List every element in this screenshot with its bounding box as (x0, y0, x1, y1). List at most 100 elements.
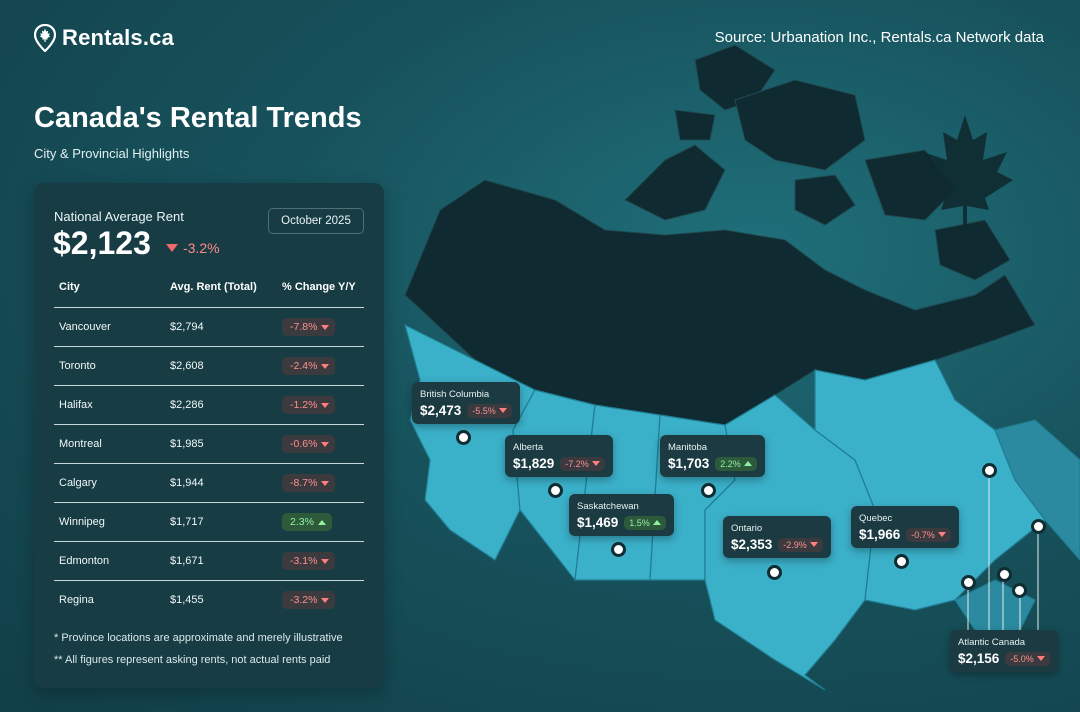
down-arrow-icon (591, 461, 600, 466)
callout-rent: $1,703 (668, 456, 710, 471)
city-name: Montreal (54, 424, 165, 464)
change-badge: 2.2% (715, 456, 757, 471)
pin-atl-nl[interactable] (982, 463, 997, 478)
callout-sk[interactable]: Saskatchewan $1,469 1.5% (569, 494, 674, 536)
callout-qc[interactable]: Quebec $1,966 -0.7% (851, 506, 959, 548)
pin-atl-ns[interactable] (1012, 583, 1027, 598)
callout-name: British Columbia (420, 389, 490, 400)
city-rent-table: City Avg. Rent (Total) % Change Y/Y Vanc… (54, 281, 364, 619)
change-badge: -3.2% (282, 591, 336, 609)
down-arrow-icon (937, 532, 946, 537)
city-rent: $1,944 (165, 463, 277, 503)
change-badge: -3.1% (282, 552, 336, 570)
callout-rent: $2,156 (958, 651, 1000, 666)
table-row: Montreal $1,985 -0.6% (54, 424, 364, 464)
change-badge: -2.4% (282, 357, 336, 375)
callout-atlantic[interactable]: Atlantic Canada $2,156 -5.0% (950, 630, 1058, 672)
pin-sk[interactable] (611, 542, 626, 557)
header-avg-rent: Avg. Rent (Total) (165, 281, 277, 308)
change-badge: 1.5% (624, 515, 666, 530)
up-arrow-icon (652, 520, 661, 525)
arctic-island (934, 219, 1011, 281)
atlantic-region (994, 419, 1080, 561)
change-badge: -2.9% (778, 537, 823, 552)
arctic-island (734, 79, 866, 171)
callout-name: Quebec (859, 513, 893, 524)
city-name: Vancouver (54, 307, 165, 347)
arctic-island (624, 144, 726, 221)
down-arrow-icon (321, 363, 330, 369)
brand-name: Rentals.ca (62, 25, 175, 50)
change-badge: -0.7% (906, 527, 951, 542)
down-arrow-icon (809, 542, 818, 547)
city-name: Edmonton (54, 541, 165, 581)
city-rent: $1,985 (165, 424, 277, 464)
down-arrow-icon (321, 597, 330, 603)
table-row: Winnipeg $1,717 2.3% (54, 502, 364, 542)
callout-rent: $1,469 (577, 515, 619, 530)
pin-qc[interactable] (894, 554, 909, 569)
header-change: % Change Y/Y (277, 281, 364, 308)
city-name: Winnipeg (54, 502, 165, 542)
callout-rent: $2,353 (731, 537, 773, 552)
callout-rent: $1,966 (859, 527, 901, 542)
table-row: Vancouver $2,794 -7.8% (54, 307, 364, 347)
change-cell: -1.2% (277, 385, 364, 425)
change-badge: -1.2% (282, 396, 336, 414)
change-cell: -8.7% (277, 463, 364, 503)
city-rent: $2,286 (165, 385, 277, 425)
callout-name: Ontario (731, 523, 763, 534)
callout-on[interactable]: Ontario $2,353 -2.9% (723, 516, 831, 558)
pin-atl-nl-east[interactable] (1031, 519, 1046, 534)
down-arrow-icon (1036, 656, 1045, 661)
table-row: Regina $1,455 -3.2% (54, 581, 364, 620)
pin-ab[interactable] (548, 483, 563, 498)
callout-rent: $1,829 (513, 456, 555, 471)
change-badge: 2.3% (282, 513, 332, 531)
down-arrow-icon (321, 402, 330, 408)
canada-map (404, 44, 1080, 691)
pin-on[interactable] (767, 565, 782, 580)
change-cell: -3.2% (277, 581, 364, 620)
callout-ab[interactable]: Alberta $1,829 -7.2% (505, 435, 613, 477)
city-rent: $2,794 (165, 307, 277, 347)
pin-mb[interactable] (701, 483, 716, 498)
city-rent: $1,455 (170, 594, 204, 606)
down-arrow-icon (166, 244, 178, 252)
pin-atl-pei[interactable] (997, 567, 1012, 582)
up-arrow-icon (317, 519, 326, 525)
national-change: -3.2% (166, 240, 220, 256)
city-rent: $1,717 (165, 502, 277, 542)
pin-bc[interactable] (456, 430, 471, 445)
national-change-value: -3.2% (183, 240, 220, 256)
maple-leaf-pin-icon (34, 24, 56, 52)
city-rent: $1,671 (165, 541, 277, 581)
change-badge: -8.7% (282, 474, 336, 492)
change-badge: -7.2% (560, 456, 605, 471)
callout-name: Atlantic Canada (958, 637, 1026, 648)
brand-logo[interactable]: Rentals.ca (34, 24, 174, 52)
footnote-2: ** All figures represent asking rents, n… (54, 654, 331, 666)
change-cell: -3.1% (277, 541, 364, 581)
pin-atl-nb[interactable] (961, 575, 976, 590)
down-arrow-icon (321, 558, 330, 564)
callout-name: Manitoba (668, 442, 708, 453)
down-arrow-icon (321, 324, 330, 330)
callout-name: Saskatchewan (577, 501, 639, 512)
footnote-1: * Province locations are approximate and… (54, 632, 343, 644)
callout-mb[interactable]: Manitoba $1,703 2.2% (660, 435, 765, 477)
table-row: Halifax $2,286 -1.2% (54, 385, 364, 425)
change-badge: -7.8% (282, 318, 336, 336)
change-badge: -0.6% (282, 435, 336, 453)
city-name: Regina (59, 594, 94, 606)
change-cell: -7.8% (277, 307, 364, 347)
national-label: National Average Rent (54, 209, 184, 224)
table-row: Calgary $1,944 -8.7% (54, 463, 364, 503)
callout-name: Alberta (513, 442, 544, 453)
change-badge: -5.5% (467, 403, 512, 418)
change-cell: -2.4% (277, 346, 364, 386)
header-city: City (54, 281, 165, 308)
callout-rent: $2,473 (420, 403, 462, 418)
callout-bc[interactable]: British Columbia $2,473 -5.5% (412, 382, 520, 424)
date-selector[interactable]: October 2025 (268, 208, 364, 234)
